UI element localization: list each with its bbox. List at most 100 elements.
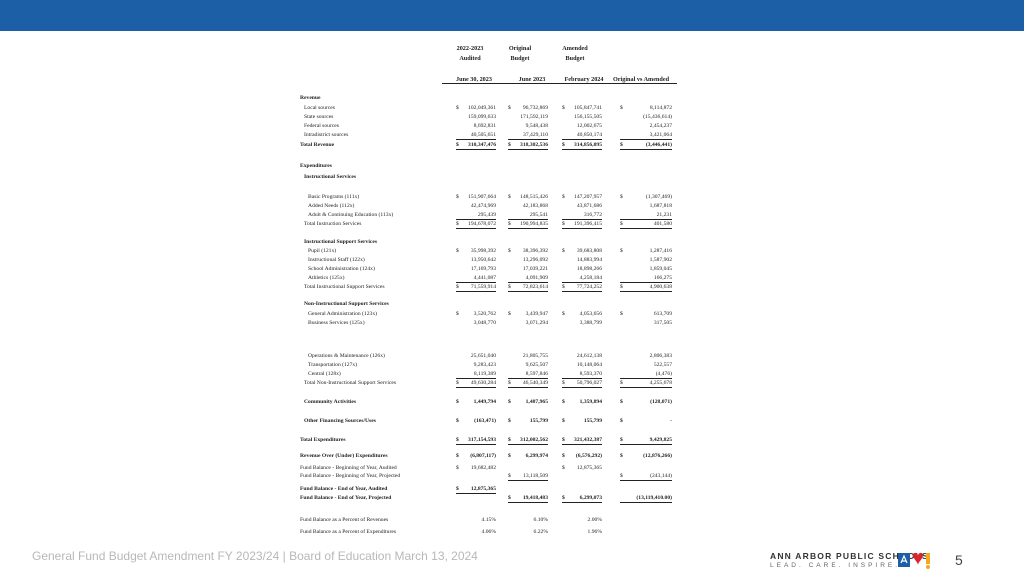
cell-col2: 9,625,507 <box>525 362 548 368</box>
table-row: Fund Balance - End of Year, Audited $12,8… <box>300 486 690 494</box>
col1-header-line2: Audited <box>459 55 481 62</box>
currency-symbol: $ <box>620 311 623 317</box>
currency-symbol: $ <box>620 142 623 148</box>
row-label: Pupil (121x) <box>308 248 337 254</box>
cell-col2: 19,418,483 <box>508 495 548 503</box>
table-row: Non-Instructional Support Services <box>300 301 690 308</box>
currency-symbol: $ <box>508 380 511 386</box>
cell-col2: 6.10% <box>533 517 548 523</box>
currency-symbol: $ <box>456 221 459 227</box>
cell-col1: 9,283,423 <box>473 362 496 368</box>
table-row: Fund Balance - End of Year, Projected $19… <box>300 495 690 503</box>
row-label: Total Instruction Services <box>304 221 362 227</box>
cell-col4: 317,505 <box>653 320 672 326</box>
cell-col2: 295,541 <box>508 212 548 220</box>
logo-tagline: LEAD. CARE. INSPIRE. <box>770 562 901 569</box>
col3-header-line2: Budget <box>565 55 585 62</box>
currency-symbol: $ <box>456 399 459 405</box>
cell-col4: 2,454,237 <box>649 123 672 129</box>
cell-col1: 19,682,482 <box>470 465 496 471</box>
cell-col3: 12,875,365 <box>576 465 602 471</box>
row-label: Fund Balance - Beginning of Year, Projec… <box>300 473 401 479</box>
currency-symbol: $ <box>508 284 511 290</box>
table-row: Basic Programs (111x) $151,907,664 $148,51… <box>300 194 690 201</box>
table-row: Central (128x) 8,119,389 8,597,846 8,593,37… <box>300 371 690 379</box>
cell-col4: 4,255,678 <box>620 380 672 388</box>
cell-col3: 18,898,266 <box>576 266 602 272</box>
cell-col3: 2.00% <box>587 517 602 523</box>
row-label: Operations & Maintenance (126x) <box>308 353 385 359</box>
cell-col4: (3,446,441) <box>620 142 672 150</box>
cell-col2: 6.22% <box>533 529 548 535</box>
currency-symbol: $ <box>562 311 565 317</box>
currency-symbol: $ <box>508 221 511 227</box>
currency-symbol: $ <box>620 473 623 479</box>
currency-symbol: $ <box>508 473 511 479</box>
cell-col1: 151,907,664 <box>468 194 496 200</box>
currency-symbol: $ <box>508 142 511 148</box>
currency-symbol: $ <box>562 437 565 443</box>
row-label: Non-Instructional Support Services <box>304 301 389 307</box>
currency-symbol: $ <box>562 453 565 459</box>
footer-text: General Fund Budget Amendment FY 2023/24… <box>32 549 478 563</box>
cell-col1: 8,119,389 <box>456 371 496 379</box>
cell-col4: (128,071) <box>650 399 672 405</box>
row-label: Added Needs (112x) <box>308 203 355 209</box>
currency-symbol: $ <box>562 194 565 200</box>
currency-symbol: $ <box>456 418 459 424</box>
table-row: Adult & Continuing Education (113x) 295,4… <box>300 212 690 220</box>
top-banner <box>0 0 1024 31</box>
table-row: Athletics (125x) 4,441,087 4,091,909 4,258,… <box>300 275 690 283</box>
cell-col3: 1.96% <box>587 529 602 535</box>
currency-symbol: $ <box>562 284 565 290</box>
currency-symbol: $ <box>562 221 565 227</box>
cell-col3: 156,155,505 <box>574 114 602 120</box>
cell-col1: 295,439 <box>456 212 496 220</box>
cell-col3: 321,432,387 <box>562 437 602 445</box>
currency-symbol: $ <box>508 248 511 254</box>
table-row: Intradistrict sources 40,505,651 37,429,11… <box>300 132 690 140</box>
cell-col2: 9,548,438 <box>525 123 548 129</box>
row-label: State sources <box>304 114 334 120</box>
currency-symbol: $ <box>620 437 623 443</box>
row-label: Adult & Continuing Education (113x) <box>308 212 394 218</box>
table-row: General Administration (123x) $3,520,762 $… <box>300 311 690 318</box>
currency-symbol: $ <box>508 399 511 405</box>
table-row: Pupil (121x) $35,998,392 $38,396,392 $39,68… <box>300 248 690 255</box>
row-label: Basic Programs (111x) <box>308 194 360 200</box>
table-row: Operations & Maintenance (126x) 25,651,04… <box>300 353 690 360</box>
cell-col3: 4,258,184 <box>562 275 602 283</box>
cell-col4: 1,859,045 <box>649 266 672 272</box>
cell-col3: 314,856,095 <box>562 142 602 150</box>
cell-col1: 310,347,476 <box>456 142 496 150</box>
cell-col4: 21,231 <box>620 212 672 220</box>
currency-symbol: $ <box>456 248 459 254</box>
cell-col2: 171,592,119 <box>520 114 548 120</box>
cell-col1: 3,048,770 <box>473 320 496 326</box>
currency-symbol: $ <box>620 453 623 459</box>
row-label: Total Revenue <box>300 142 335 148</box>
cell-col2: 312,002,562 <box>508 437 548 445</box>
cell-col1: 317,154,593 <box>456 437 496 445</box>
row-label: Fund Balance - End of Year, Projected <box>300 495 392 501</box>
currency-symbol: $ <box>508 194 511 200</box>
cell-col2: 190,994,835 <box>508 221 548 229</box>
row-label: Intradistrict sources <box>304 132 349 138</box>
cell-col3: 6,299,073 <box>562 495 602 503</box>
cell-col4: (12,876,266) <box>643 453 672 459</box>
cell-col3: 39,683,808 <box>576 248 602 254</box>
table-row: Expenditures <box>300 163 690 170</box>
currency-symbol: $ <box>562 495 565 501</box>
cell-col3: 24,612,138 <box>576 353 602 359</box>
currency-symbol: $ <box>456 142 459 148</box>
cell-col1: 13,950,642 <box>470 257 496 263</box>
table-row: Added Needs (112x) 42,474,969 42,183,868 43… <box>300 203 690 210</box>
cell-col2: 1,487,965 <box>525 399 548 405</box>
table-row: Fund Balance as a Percent of Revenues 4.1… <box>300 517 690 524</box>
currency-symbol: $ <box>456 453 459 459</box>
currency-symbol: $ <box>620 418 623 424</box>
currency-symbol: $ <box>620 284 623 290</box>
cell-col1: 4.06% <box>481 529 496 535</box>
currency-symbol: $ <box>508 418 511 424</box>
row-label: Total Non-Instructional Support Services <box>304 380 397 386</box>
